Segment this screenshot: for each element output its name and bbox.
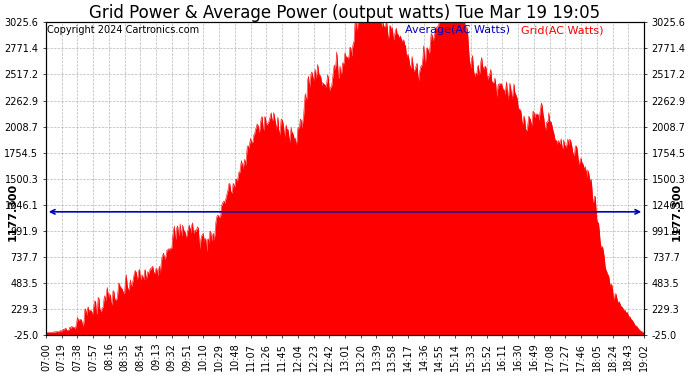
Text: 1177.300: 1177.300 xyxy=(8,183,18,241)
Text: 1177.300: 1177.300 xyxy=(672,183,682,241)
Text: Grid(AC Watts): Grid(AC Watts) xyxy=(522,26,604,36)
Text: Average(AC Watts): Average(AC Watts) xyxy=(405,26,510,36)
Title: Grid Power & Average Power (output watts) Tue Mar 19 19:05: Grid Power & Average Power (output watts… xyxy=(90,4,600,22)
Text: Copyright 2024 Cartronics.com: Copyright 2024 Cartronics.com xyxy=(46,26,199,36)
